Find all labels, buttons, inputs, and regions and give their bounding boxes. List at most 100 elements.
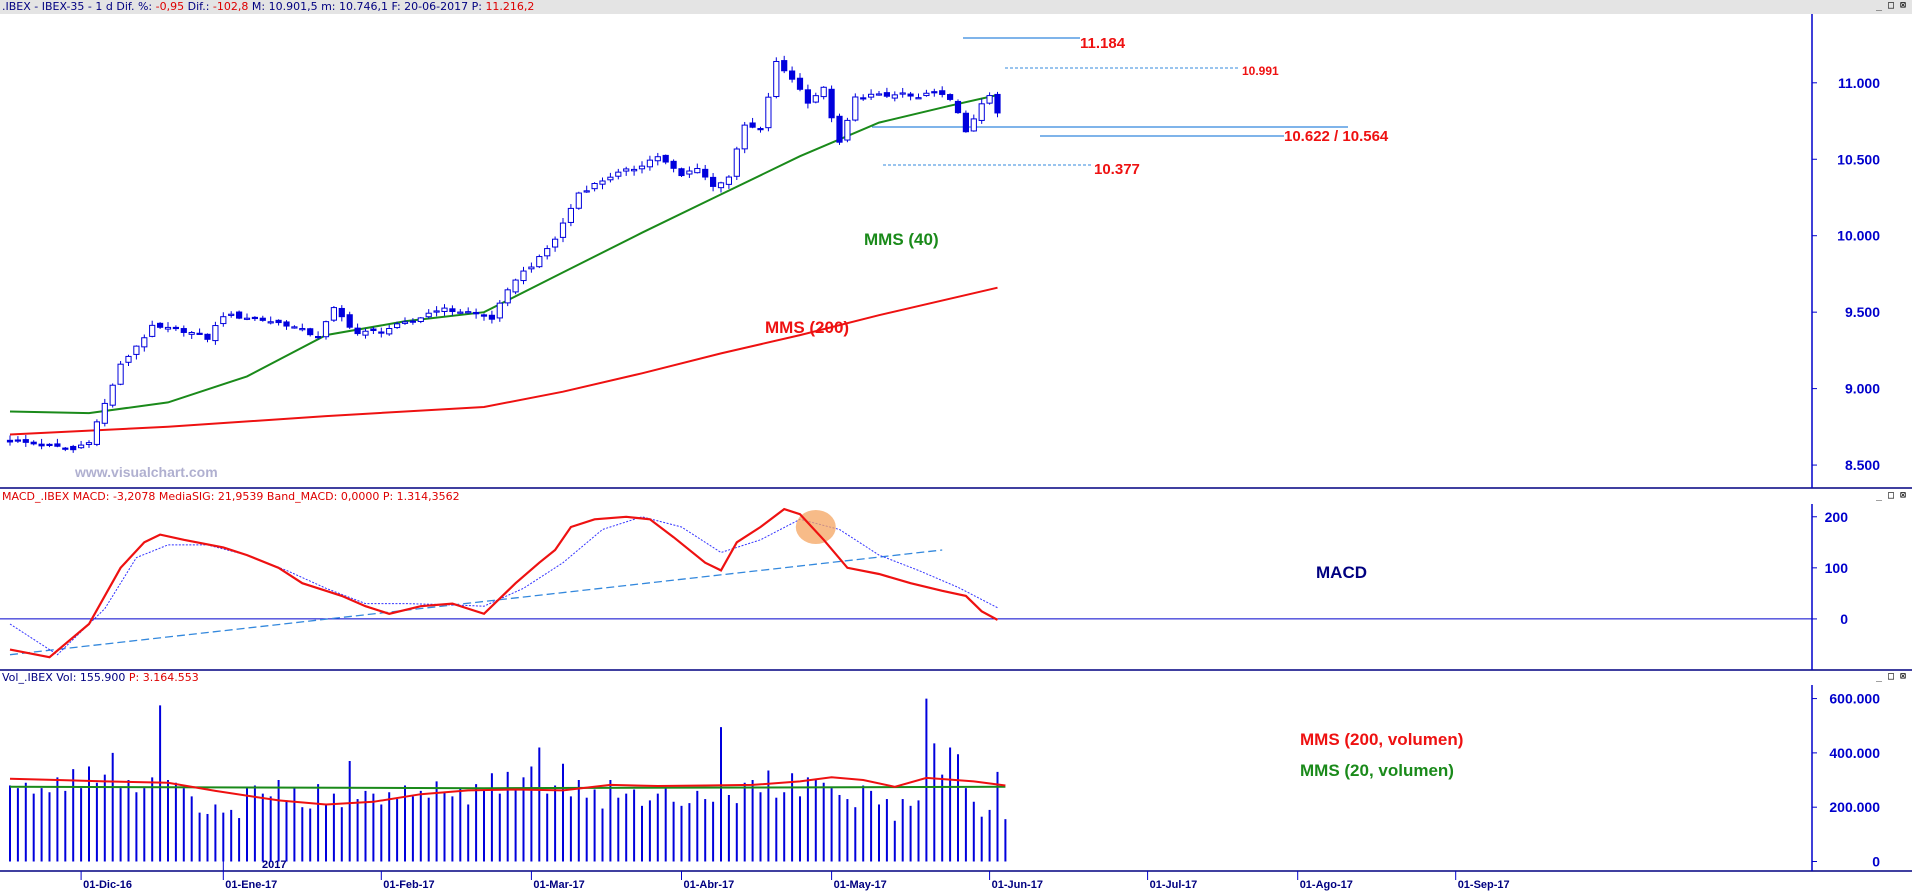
candle-body [488, 314, 495, 320]
min-value: 10.746,1 [338, 0, 388, 13]
maximize-icon[interactable]: □ [1887, 671, 1895, 682]
close-icon[interactable]: ⊠ [1899, 0, 1907, 11]
candle [717, 181, 725, 193]
candle-body [259, 317, 266, 321]
candle [962, 110, 969, 133]
close-icon[interactable]: ⊠ [1899, 671, 1907, 682]
candle-body [883, 92, 890, 97]
candle [465, 307, 472, 314]
candle [583, 185, 590, 193]
candle-body [962, 112, 969, 133]
candle-body [275, 319, 282, 324]
candle [101, 398, 108, 427]
candle-body [291, 326, 298, 329]
time-axis-label: 01-Sep-17 [1458, 879, 1510, 891]
candle [670, 159, 677, 173]
candle [607, 172, 614, 183]
candle [749, 117, 756, 129]
candle [559, 218, 567, 243]
candle [386, 324, 393, 336]
candle-body [401, 321, 409, 324]
time-axis-label: 01-Jun-17 [992, 879, 1043, 891]
candle [725, 175, 732, 189]
candle [923, 89, 930, 97]
candle [488, 310, 495, 324]
candle-body [441, 307, 448, 312]
time-axis-label: 01-Ene-17 [225, 879, 277, 891]
date-value: 20-06-2017 [404, 0, 469, 13]
candle-body [694, 167, 701, 174]
candle-body [678, 168, 685, 177]
candle [70, 444, 77, 453]
candle [931, 88, 938, 97]
candle [536, 254, 543, 269]
volume-pane-window-buttons: _ □ ⊠ [1874, 671, 1908, 685]
volume-pane-header: Vol_.IBEX Vol: 155.900 P: 3.164.553 _ □ … [0, 671, 1912, 685]
candle-body [860, 97, 867, 100]
candle-body [172, 326, 180, 330]
candle-body [757, 128, 764, 131]
candle-body [844, 119, 851, 141]
candle [710, 173, 717, 192]
macd-axis-label: 100 [1825, 560, 1849, 576]
candle [504, 287, 511, 307]
maximize-icon[interactable]: □ [1887, 490, 1895, 501]
candle [141, 334, 148, 352]
candle-body [686, 170, 693, 175]
candle [46, 443, 53, 448]
maximize-icon[interactable]: □ [1887, 0, 1895, 11]
macd-name: MACD_.IBEX [2, 490, 70, 503]
candle [330, 306, 337, 323]
volume-ma200-label: MMS (200, volumen) [1300, 730, 1463, 749]
price-label: P: [471, 0, 482, 13]
candle-body [804, 89, 811, 104]
candle-body [386, 328, 393, 335]
candle [552, 236, 559, 252]
candle [188, 331, 195, 339]
candle [401, 317, 409, 325]
candle [480, 313, 488, 321]
candle [947, 93, 954, 102]
candle-body [283, 321, 290, 327]
candle [125, 354, 132, 367]
close-icon[interactable]: ⊠ [1899, 490, 1907, 501]
minimize-icon[interactable]: _ [1875, 671, 1883, 682]
candle-body [220, 316, 227, 325]
candle-body [330, 307, 337, 321]
candle [686, 166, 693, 178]
candle-body [559, 222, 567, 238]
candle-body [812, 95, 819, 103]
candle [394, 321, 401, 329]
volume-label: Vol: [56, 671, 77, 684]
candle-body [46, 443, 53, 447]
candle-body [322, 321, 330, 338]
candle-body [457, 311, 464, 314]
candle-body [449, 308, 456, 313]
candle-body [188, 332, 195, 335]
macd-value: -3,2078 [112, 490, 156, 503]
max-label: M: [251, 0, 266, 13]
year-marker: 2017 [262, 859, 286, 871]
candle [520, 266, 527, 285]
candle [954, 99, 962, 114]
candle [291, 325, 298, 329]
candle [844, 117, 851, 143]
macd-trendline [9, 549, 943, 656]
dif-label: Dif.: [187, 0, 210, 13]
minimize-icon[interactable]: _ [1875, 0, 1883, 11]
ma200-line [9, 286, 998, 436]
candle [433, 306, 440, 317]
candle [85, 440, 93, 448]
candle [267, 316, 274, 325]
candle [196, 328, 203, 335]
candle-body [654, 156, 661, 162]
candle-body [164, 326, 172, 330]
candle [212, 321, 219, 345]
candle-body [212, 325, 219, 342]
dif-pct-label: Dif. %: [116, 0, 153, 13]
price-axis-label: 8.500 [1845, 457, 1880, 473]
candle [765, 92, 772, 132]
minimize-icon[interactable]: _ [1875, 490, 1883, 501]
candle [970, 114, 977, 132]
